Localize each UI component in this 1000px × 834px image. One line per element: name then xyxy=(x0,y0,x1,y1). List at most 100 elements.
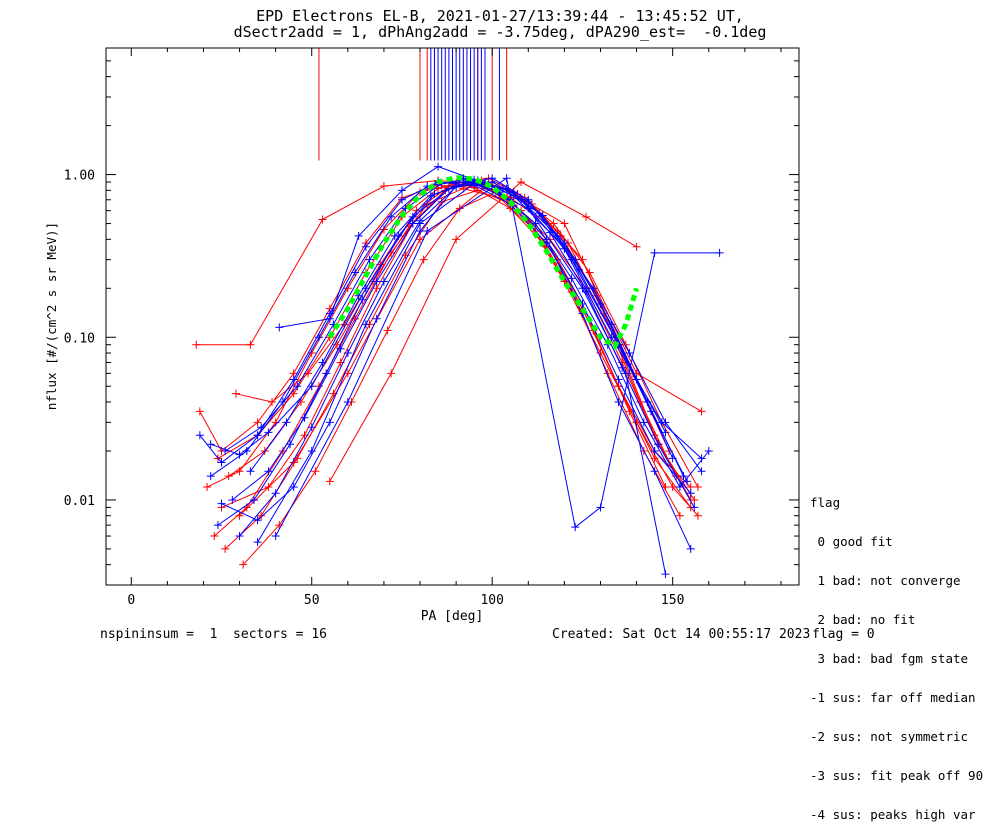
red-data-point xyxy=(325,477,334,486)
blue-data-point xyxy=(307,446,316,455)
red-series-line xyxy=(239,181,702,517)
y-axis-label: nflux [#/(cm^2 s sr MeV)] xyxy=(44,222,59,410)
blue-data-point xyxy=(365,255,374,264)
blue-data-point xyxy=(650,467,659,476)
plot-data-layer xyxy=(192,48,724,579)
red-data-point xyxy=(661,483,670,492)
blue-data-point xyxy=(578,284,587,293)
blue-data-point xyxy=(686,489,695,498)
blue-data-point xyxy=(289,483,298,492)
blue-data-point xyxy=(271,489,280,498)
blue-data-point xyxy=(351,268,360,277)
blue-data-point xyxy=(423,227,432,236)
blue-data-point xyxy=(596,503,605,512)
red-data-point xyxy=(690,495,699,504)
blue-data-point xyxy=(625,349,634,358)
blue-series-line xyxy=(257,183,666,575)
blue-data-point xyxy=(668,454,677,463)
blue-data-point xyxy=(639,418,648,427)
blue-data-point xyxy=(325,314,334,323)
blue-data-point xyxy=(571,523,580,532)
red-data-point xyxy=(452,235,461,244)
red-series-line xyxy=(242,191,677,566)
blue-data-point xyxy=(470,179,479,188)
fit-curve xyxy=(327,174,639,350)
blue-data-point xyxy=(221,446,230,455)
blue-data-point xyxy=(253,431,262,440)
blue-data-point xyxy=(697,467,706,476)
blue-data-point xyxy=(206,440,215,449)
red-series-line xyxy=(228,179,699,488)
chart-svg: 0 50 100 150 0.01 0.10 1.00 PA [deg] nflux [#/… xyxy=(44,47,800,624)
blue-data-point xyxy=(264,428,273,437)
blue-data-point xyxy=(286,440,295,449)
blue-data-point xyxy=(416,219,425,228)
red-data-point xyxy=(582,212,591,221)
footer-created: Created: Sat Oct 14 00:55:17 2023 xyxy=(552,627,811,642)
blue-data-point xyxy=(293,382,302,391)
red-data-point xyxy=(517,178,526,187)
red-data-point xyxy=(693,483,702,492)
blue-data-point xyxy=(683,477,692,486)
blue-data-point xyxy=(253,538,262,547)
blue-data-point xyxy=(704,446,713,455)
blue-data-point xyxy=(614,397,623,406)
footer-sectors: nspininsum = 1 sectors = 16 xyxy=(100,627,327,642)
blue-data-point xyxy=(336,344,345,353)
blue-data-point xyxy=(618,363,627,372)
blue-data-point xyxy=(343,349,352,358)
x-tick-label: 150 xyxy=(661,593,684,608)
flag-legend-item: -1 sus: far off median xyxy=(810,690,976,705)
blue-data-point xyxy=(257,423,266,432)
blue-data-point xyxy=(271,532,280,541)
blue-data-point xyxy=(235,450,244,459)
footer-flag: flag = 0 xyxy=(812,627,875,642)
blue-data-point xyxy=(397,195,406,204)
blue-data-point xyxy=(607,333,616,342)
red-data-point xyxy=(636,397,645,406)
blue-data-point xyxy=(416,227,425,236)
red-data-point xyxy=(372,284,381,293)
flag-legend-item: 0 good fit xyxy=(810,534,893,549)
blue-data-point xyxy=(690,503,699,512)
blue-series-line xyxy=(221,177,666,521)
flag-legend-item: -2 sus: not symmetric xyxy=(810,729,969,744)
blue-data-point xyxy=(679,472,688,481)
blue-series-line xyxy=(279,166,692,550)
flag-legend-title: flag xyxy=(810,495,841,510)
red-data-point xyxy=(318,215,327,224)
blue-data-point xyxy=(275,323,284,332)
plot-frame xyxy=(105,47,800,586)
blue-data-point xyxy=(661,570,670,579)
blue-data-point xyxy=(282,418,291,427)
red-data-point xyxy=(304,369,313,378)
blue-data-point xyxy=(607,320,616,329)
red-data-point xyxy=(210,532,219,541)
blue-data-point xyxy=(657,418,666,427)
blue-series-line xyxy=(275,177,720,537)
blue-data-point xyxy=(426,191,435,200)
chart-title-line2: dSectr2add = 1, dPhAng2add = -3.75deg, d… xyxy=(233,23,767,41)
blue-series-line xyxy=(210,177,702,459)
red-series-line xyxy=(329,181,637,482)
red-data-point xyxy=(311,467,320,476)
red-series-line xyxy=(206,183,699,517)
blue-data-point xyxy=(535,209,544,218)
blue-data-point xyxy=(379,277,388,286)
red-data-point xyxy=(383,326,392,335)
flag-legend-item: 1 bad: not converge xyxy=(810,573,961,588)
y-tick-label: 0.01 xyxy=(64,494,95,509)
blue-data-point xyxy=(560,244,569,253)
axis-layer: 0 50 100 150 0.01 0.10 1.00 xyxy=(64,47,799,608)
blue-data-point xyxy=(213,521,222,530)
blue-data-point xyxy=(390,231,399,240)
blue-data-point xyxy=(387,212,396,221)
blue-data-point xyxy=(697,454,706,463)
blue-series-line xyxy=(210,179,710,488)
blue-data-point xyxy=(325,418,334,427)
x-tick-label: 0 xyxy=(127,593,135,608)
blue-data-point xyxy=(686,544,695,553)
blue-data-point xyxy=(654,440,663,449)
blue-data-point xyxy=(307,423,316,432)
red-data-point xyxy=(221,544,230,553)
